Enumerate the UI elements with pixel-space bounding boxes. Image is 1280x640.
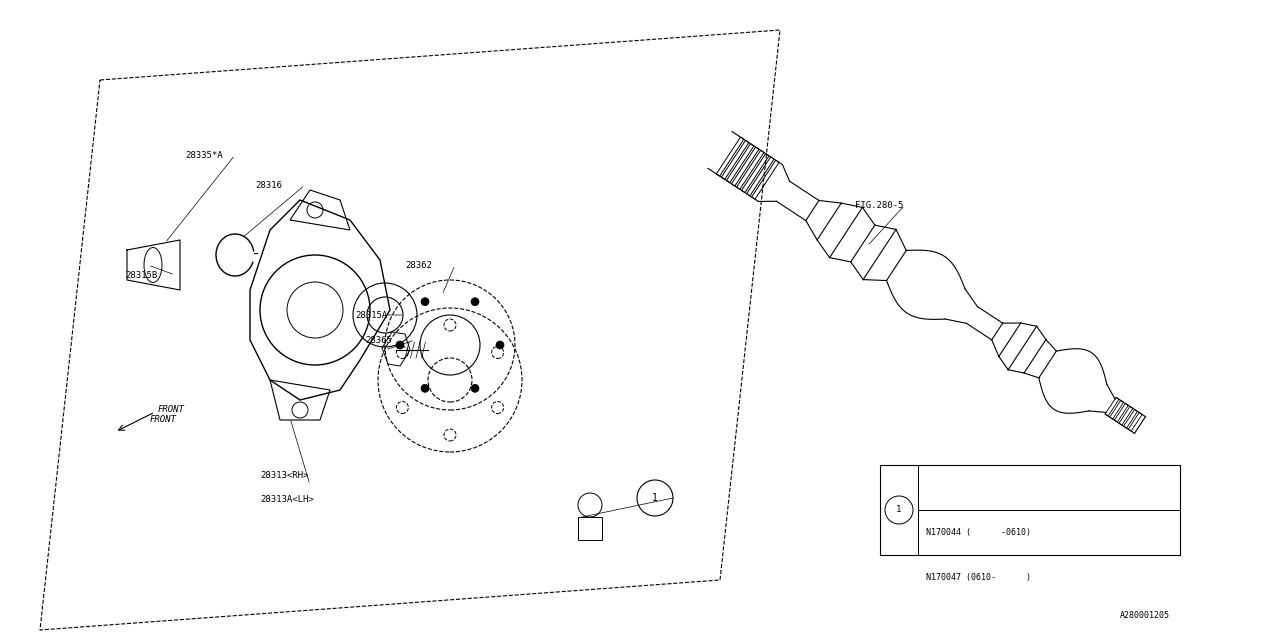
Text: 28313<RH>: 28313<RH> (260, 470, 308, 479)
Circle shape (421, 298, 429, 306)
Text: FIG.280-5: FIG.280-5 (855, 200, 904, 209)
Text: A280001205: A280001205 (1120, 611, 1170, 620)
Text: FRONT: FRONT (157, 405, 184, 414)
Text: N170047 (0610-      ): N170047 (0610- ) (925, 573, 1030, 582)
Text: N170044 (      -0610): N170044 ( -0610) (925, 528, 1030, 537)
Circle shape (471, 384, 479, 392)
Text: 1: 1 (896, 506, 901, 515)
Text: 28313A<LH>: 28313A<LH> (260, 495, 314, 504)
Circle shape (396, 341, 404, 349)
Circle shape (421, 384, 429, 392)
Text: 28315B: 28315B (125, 271, 157, 280)
Circle shape (471, 298, 479, 306)
Text: 28362: 28362 (404, 260, 431, 269)
Text: 28315A: 28315A (355, 310, 388, 319)
Text: 28316: 28316 (255, 180, 282, 189)
Text: 28365: 28365 (365, 335, 392, 344)
Text: FRONT: FRONT (150, 415, 177, 424)
Text: 1: 1 (652, 493, 658, 503)
Text: 28335*A: 28335*A (186, 150, 223, 159)
Circle shape (497, 341, 504, 349)
